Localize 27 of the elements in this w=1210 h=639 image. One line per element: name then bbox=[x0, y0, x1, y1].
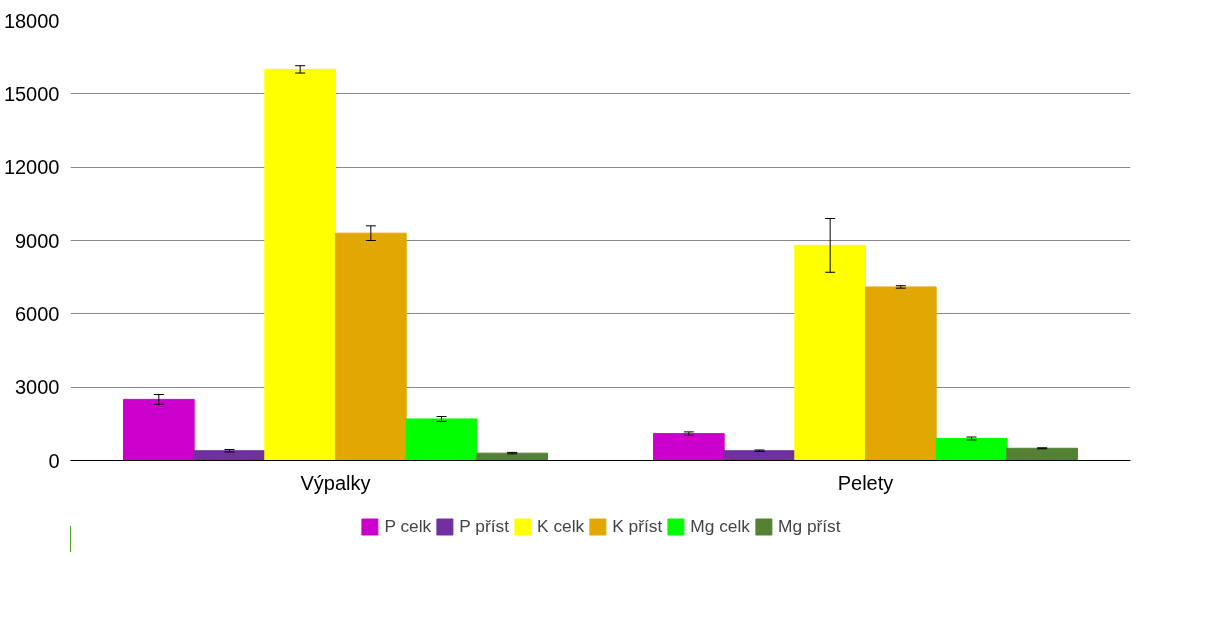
bar bbox=[865, 286, 937, 461]
bar bbox=[794, 244, 866, 461]
legend-label: K příst bbox=[612, 515, 663, 537]
x-tick-label: Výpalky bbox=[300, 471, 371, 494]
y-tick-label: 9000 bbox=[15, 229, 60, 252]
y-tick-label: 0 bbox=[48, 449, 60, 472]
y-tick-label: 3000 bbox=[15, 376, 60, 399]
bar bbox=[653, 433, 725, 461]
bar bbox=[405, 418, 478, 461]
y-tick-label: 12000 bbox=[3, 156, 60, 179]
legend-label: Mg celk bbox=[690, 515, 751, 537]
bar bbox=[723, 450, 796, 461]
x-tick-label: Pelety bbox=[837, 471, 894, 494]
legend-label: Mg příst bbox=[778, 515, 841, 537]
legend-label: K celk bbox=[537, 515, 585, 537]
bar bbox=[335, 232, 407, 461]
y-tick-label: 6000 bbox=[15, 302, 60, 325]
legend-label: P příst bbox=[459, 515, 510, 537]
y-tick-label: 15000 bbox=[3, 82, 60, 105]
bar bbox=[264, 68, 336, 461]
bar bbox=[193, 450, 266, 461]
bar bbox=[935, 438, 1008, 461]
bar bbox=[1006, 447, 1078, 461]
bar bbox=[476, 452, 548, 461]
bar bbox=[123, 398, 195, 461]
y-tick-label: 18000 bbox=[3, 9, 60, 32]
legend-label: P celk bbox=[384, 515, 432, 537]
